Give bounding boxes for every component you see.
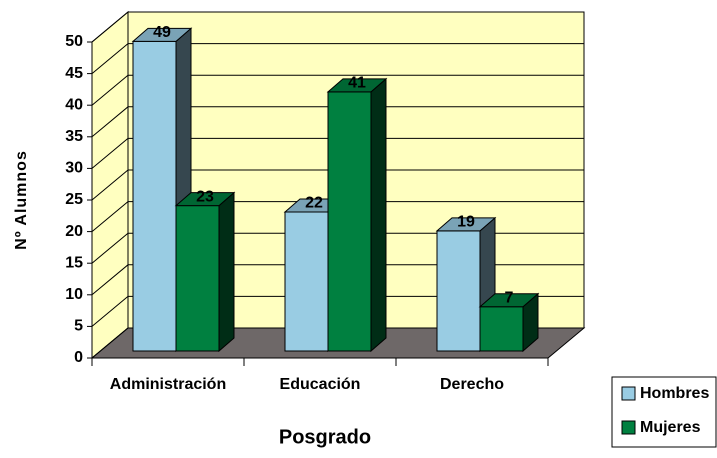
grid-line <box>91 201 584 232</box>
bar-top <box>131 27 193 42</box>
bar <box>478 292 540 353</box>
data-label: 49 <box>153 24 171 41</box>
grid-line <box>91 169 584 201</box>
bar-top <box>435 217 497 232</box>
bar <box>131 27 193 353</box>
bar <box>326 77 388 353</box>
data-label: 41 <box>348 75 366 92</box>
data-label: 19 <box>457 214 475 231</box>
y-tick-label: 35 <box>65 128 83 145</box>
legend-label: Hombres <box>640 385 709 402</box>
y-tick-label: 30 <box>65 160 83 177</box>
bar-front <box>175 205 220 352</box>
x-tick-label: Educación <box>280 376 361 393</box>
y-tick-label: 15 <box>65 254 83 271</box>
y-tick-label: 0 <box>74 349 83 366</box>
bar-front <box>327 91 372 352</box>
bar-side <box>370 77 387 353</box>
grid-line <box>91 74 584 106</box>
grid-line <box>91 106 584 138</box>
bar-front <box>132 40 177 352</box>
bar-front <box>436 230 481 352</box>
grid-line <box>91 327 584 359</box>
data-label: 7 <box>505 289 514 306</box>
bar <box>174 191 236 353</box>
bar-top <box>326 78 388 93</box>
y-tick-label: 25 <box>65 191 83 208</box>
bar-side <box>218 191 235 353</box>
legend-label: Mujeres <box>640 419 701 436</box>
y-axis-title: Nº Alumnos <box>13 150 30 250</box>
legend-swatch <box>621 386 636 401</box>
x-axis-title: Posgrado <box>279 426 371 448</box>
grid-line <box>91 232 584 264</box>
grid-line <box>91 43 584 74</box>
y-tick-label: 45 <box>65 65 83 82</box>
bar-top <box>478 293 540 308</box>
legend-box <box>611 376 717 448</box>
bar-top <box>174 192 236 207</box>
data-label: 23 <box>196 188 214 205</box>
y-tick-label: 50 <box>65 33 83 50</box>
y-tick-label: 5 <box>74 318 83 335</box>
grid-line <box>91 11 584 43</box>
grid-line <box>91 264 584 296</box>
x-tick-label: Administración <box>110 376 226 393</box>
bar-front <box>479 306 524 352</box>
y-tick-label: 40 <box>65 96 83 113</box>
y-tick-label: 20 <box>65 223 83 240</box>
bar-front <box>284 211 329 352</box>
grid-line <box>91 137 584 169</box>
grid-line <box>91 295 584 327</box>
data-label: 22 <box>305 195 323 212</box>
legend-swatch <box>621 420 636 435</box>
y-tick-label: 10 <box>65 286 83 303</box>
x-tick-label: Derecho <box>440 376 504 393</box>
